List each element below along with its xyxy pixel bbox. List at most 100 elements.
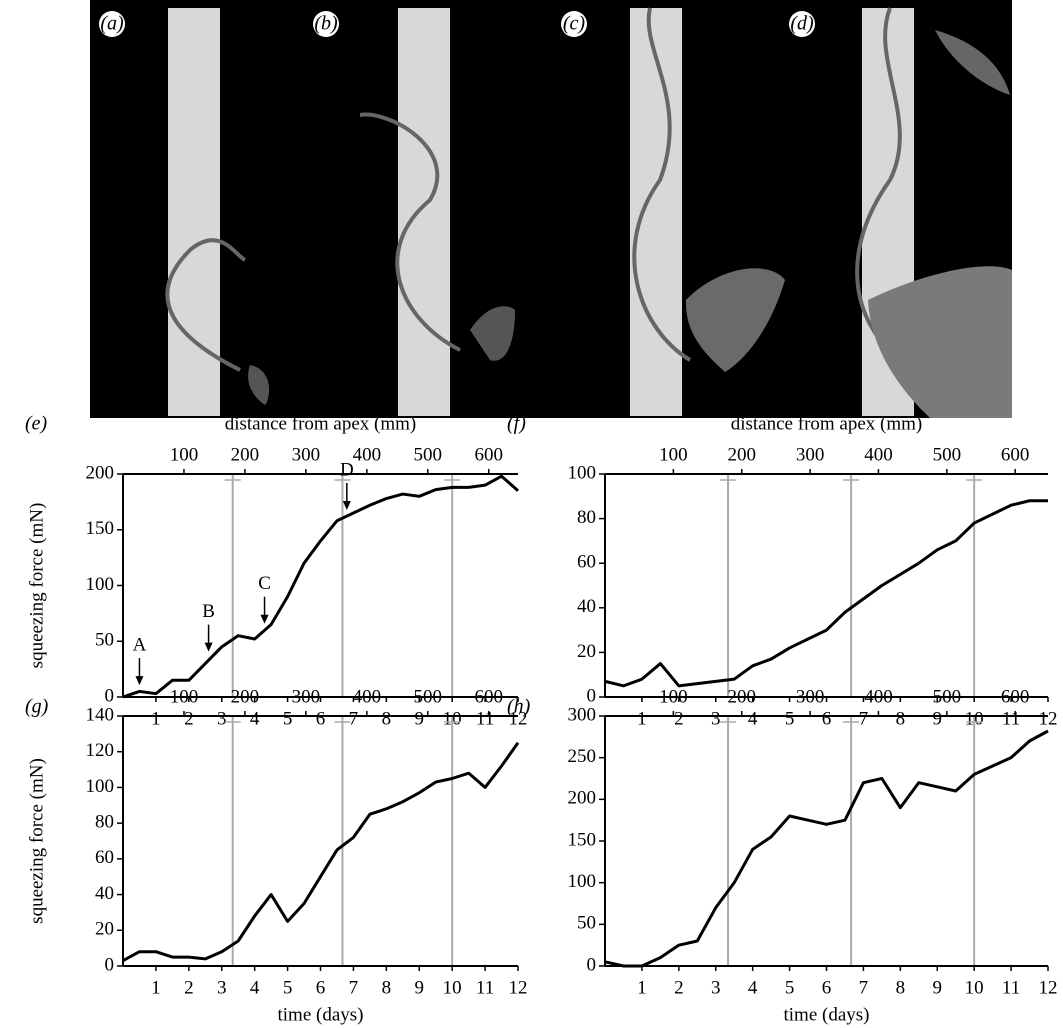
x-tick-label: 9 [933, 708, 943, 729]
x-tick-label: 12 [509, 977, 528, 998]
top-axis-title: distance from apex (mm) [731, 413, 923, 434]
label-badge [789, 11, 815, 37]
x-tick-label: 11 [1002, 977, 1020, 998]
x-tick-label: 4 [748, 708, 758, 729]
x-tick-label: 5 [283, 977, 293, 998]
x-tick-label: 3 [711, 708, 721, 729]
y-tick-label: 100 [568, 871, 597, 892]
x-tick-label: 5 [283, 708, 293, 729]
x-tick-label: 4 [250, 977, 260, 998]
top-tick-label: 300 [796, 686, 825, 707]
data-line [122, 741, 520, 962]
annotation: A [133, 634, 147, 655]
leaf [248, 365, 270, 405]
annotation: B [202, 601, 215, 622]
x-tick-label: 5 [785, 708, 795, 729]
y-tick-label: 300 [568, 704, 597, 725]
panel-label: (a) [100, 13, 124, 35]
x-tick-label: 7 [859, 708, 869, 729]
top-tick-label: 400 [353, 444, 382, 465]
data-line [604, 499, 1048, 688]
top-tick-label: 400 [353, 686, 382, 707]
x-tick-label: 8 [382, 708, 392, 729]
top-tick-label: 500 [933, 686, 962, 707]
y-axis-title: squeezing force (mN) [26, 503, 47, 669]
y-tick-label: 140 [86, 704, 115, 725]
pole [398, 8, 450, 416]
stem [855, 7, 902, 362]
y-tick-label: 0 [105, 685, 115, 706]
x-tick-label: 6 [822, 708, 832, 729]
annotation-arrowhead [204, 642, 213, 652]
y-tick-label: 200 [568, 788, 597, 809]
y-tick-label: 250 [568, 746, 597, 767]
x-tick-label: 1 [151, 708, 161, 729]
top-tick-label: 600 [474, 444, 503, 465]
x-tick-label: 3 [217, 977, 227, 998]
y-tick-label: 40 [577, 596, 596, 617]
x-axis-title: time (days) [783, 1004, 869, 1025]
x-tick-label: 11 [476, 977, 494, 998]
x-tick-label: 6 [316, 977, 326, 998]
y-tick-label: 100 [86, 776, 115, 797]
y-tick-label: 50 [95, 630, 114, 651]
panel-label: (h) [507, 696, 531, 718]
top-tick-label: 300 [292, 686, 321, 707]
data-line [604, 729, 1049, 968]
top-tick-label: 200 [231, 444, 260, 465]
x-tick-label: 8 [896, 708, 906, 729]
stem [359, 112, 461, 352]
top-tick-label: 600 [1001, 686, 1030, 707]
leaf [935, 30, 1010, 95]
x-tick-label: 8 [382, 977, 392, 998]
y-tick-label: 200 [86, 462, 115, 483]
x-tick-label: 8 [896, 977, 906, 998]
x-tick-label: 11 [476, 708, 494, 729]
y-tick-label: 60 [95, 847, 114, 868]
stem [165, 238, 247, 372]
panel-label: (d) [790, 13, 814, 35]
annotation-arrowhead [135, 676, 144, 686]
top-tick-label: 100 [170, 444, 199, 465]
x-tick-label: 2 [184, 708, 194, 729]
y-tick-label: 80 [577, 507, 596, 528]
y-tick-label: 150 [568, 829, 597, 850]
x-tick-label: 7 [859, 977, 869, 998]
photo-background [90, 0, 1012, 418]
x-tick-label: 6 [316, 708, 326, 729]
panel-label: (b) [314, 13, 338, 35]
x-tick-label: 10 [965, 977, 984, 998]
x-tick-label: 5 [785, 977, 795, 998]
y-tick-label: 150 [86, 518, 115, 539]
photo-strip: (a) (b) (c) (d) [90, 0, 1012, 418]
x-tick-label: 10 [443, 977, 462, 998]
label-badge [313, 11, 339, 37]
x-tick-label: 1 [637, 708, 647, 729]
x-tick-label: 7 [349, 708, 359, 729]
x-tick-label: 7 [349, 977, 359, 998]
panel-label: (g) [25, 696, 49, 718]
x-tick-label: 12 [1039, 708, 1058, 729]
x-tick-label: 12 [509, 708, 528, 729]
panel-label: (f) [507, 413, 526, 435]
y-tick-label: 0 [587, 954, 597, 975]
annotation: C [258, 573, 271, 594]
stem [632, 7, 692, 362]
y-tick-label: 100 [568, 462, 597, 483]
x-tick-label: 6 [822, 977, 832, 998]
y-tick-label: 120 [86, 740, 115, 761]
y-tick-label: 100 [86, 574, 115, 595]
top-tick-label: 600 [1001, 444, 1030, 465]
x-tick-label: 9 [415, 708, 425, 729]
top-tick-label: 200 [727, 444, 756, 465]
x-tick-label: 4 [250, 708, 260, 729]
y-tick-label: 20 [577, 641, 596, 662]
annotation-arrowhead [260, 614, 269, 624]
annotation: D [340, 459, 354, 480]
pole [630, 8, 682, 416]
x-tick-label: 2 [674, 977, 684, 998]
x-tick-label: 4 [748, 977, 758, 998]
pole [168, 8, 220, 416]
top-tick-label: 200 [231, 686, 260, 707]
y-tick-label: 0 [105, 954, 115, 975]
